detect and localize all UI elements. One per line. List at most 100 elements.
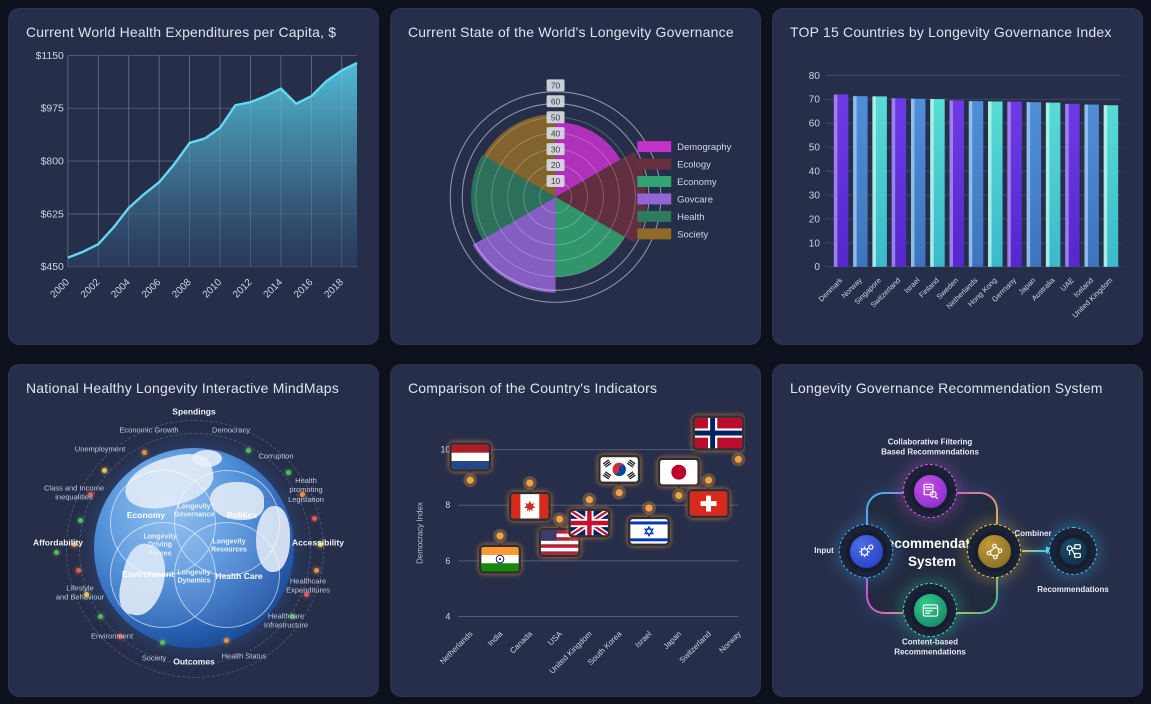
longevity-governance-polar-chart[interactable]: 10 20 30 40 50 60 70 Demography Ecology … <box>406 44 745 331</box>
data-point-norway[interactable] <box>734 455 742 463</box>
polar-sector-govcare <box>472 196 556 293</box>
recommendation-system-center-label: Recommendation System <box>877 535 991 569</box>
mindmap-label-unemployment[interactable]: Unemployment <box>74 444 126 454</box>
card-longevity-governance-polar: Current State of the World's Longevity G… <box>390 8 761 345</box>
area-fill <box>67 62 358 267</box>
node-content[interactable] <box>903 583 957 637</box>
bar-germany[interactable] <box>1007 101 1022 267</box>
mindmap-label-health-status[interactable]: Health Status <box>221 651 267 661</box>
svg-text:2006: 2006 <box>140 277 164 301</box>
legend-item-govcare[interactable]: Govcare <box>637 193 713 205</box>
mindmap-node-economy[interactable]: Economy <box>126 509 166 520</box>
mindmap-node-longevity[interactable]: Longevity Resources <box>211 538 247 554</box>
data-point-israel[interactable] <box>645 504 653 512</box>
content-icon <box>922 603 938 617</box>
bar-singapore[interactable] <box>872 96 887 267</box>
bar-netherlands[interactable] <box>968 101 984 267</box>
flag-in[interactable] <box>478 542 593 683</box>
mindmap-node-politics[interactable]: Politics <box>226 509 258 520</box>
node-input[interactable] <box>839 524 893 578</box>
flag-il[interactable] <box>627 514 745 663</box>
svg-text:30: 30 <box>551 144 561 154</box>
svg-text:2008: 2008 <box>170 277 194 301</box>
mindmap-dot <box>78 518 83 523</box>
legend-item-economy[interactable]: Economy <box>637 176 717 188</box>
legend-item-health[interactable]: Health <box>637 210 705 223</box>
data-point-canada[interactable] <box>526 479 534 487</box>
node-collaborative[interactable] <box>903 464 957 518</box>
bar-denmark[interactable] <box>833 94 849 267</box>
svg-text:Denmark: Denmark <box>817 276 845 304</box>
bar-norway[interactable] <box>853 96 868 267</box>
svg-text:40: 40 <box>809 167 821 178</box>
mindmap-label-corruption[interactable]: Corruption <box>258 451 294 461</box>
svg-text:2016: 2016 <box>292 277 316 301</box>
mindmap-dot <box>314 568 319 573</box>
mindmap-dot <box>88 492 93 497</box>
polar-sector-economy <box>555 196 625 277</box>
flag-ch[interactable] <box>687 487 745 607</box>
data-point-united-kingdom[interactable] <box>585 496 593 504</box>
panel-title-governance-polar: Current State of the World's Longevity G… <box>408 24 734 40</box>
mindmap-label-healthcare[interactable]: Healthcare Expenditures <box>286 576 330 595</box>
mindmap-label-democracy[interactable]: Democracy <box>212 425 250 435</box>
combiner-icon <box>986 543 1002 559</box>
bar-finland[interactable] <box>930 99 945 267</box>
health-expenditures-area-chart[interactable]: $450 $625 $800 $975 $1150 2000 2002 2004 2006 200… <box>24 44 363 331</box>
mindmap-label-outcomes[interactable]: Outcomes <box>173 656 215 667</box>
mindmap-dot <box>84 592 89 597</box>
mindmap-inner-ring <box>79 433 311 665</box>
mindmap-label-accessibility[interactable]: Accessibility <box>292 537 344 548</box>
mindmap-node-longevity[interactable]: Longevity Governance <box>173 503 215 519</box>
data-point-netherlands[interactable] <box>466 476 474 484</box>
bar-sweden[interactable] <box>949 100 964 267</box>
longevity-mindmap[interactable]: Economy Politics Environment Health Care Lon… <box>24 400 363 683</box>
data-point-usa[interactable] <box>556 515 564 523</box>
flag-nl[interactable] <box>449 442 533 513</box>
bar-uae[interactable] <box>1065 103 1080 267</box>
data-point-switzerland[interactable] <box>704 476 713 484</box>
flag-jp[interactable] <box>657 457 745 545</box>
content-based-label: Content-based Recommendations <box>894 637 966 657</box>
bar-japan[interactable] <box>1026 102 1042 267</box>
bar-iceland[interactable] <box>1084 104 1099 267</box>
flag-gb[interactable] <box>568 506 745 646</box>
mindmap-label-society[interactable]: Society <box>141 653 167 663</box>
svg-text:70: 70 <box>809 95 821 106</box>
flag-kr[interactable] <box>598 454 745 539</box>
mindmap-label-lifestyle[interactable]: Lifestyle and Behaviour <box>55 583 105 602</box>
flag-ca[interactable] <box>508 489 653 613</box>
combiner-label: Combiner <box>1014 528 1052 538</box>
mindmap-label-healthcare[interactable]: Healthcare Infrastructure <box>263 611 309 630</box>
bar-switzerland[interactable] <box>891 98 907 267</box>
mindmap-label-class-and-income[interactable]: Class and Income inequalities <box>43 483 105 502</box>
svg-text:Economy: Economy <box>677 177 717 188</box>
mindmap-label-affordability[interactable]: Affordability <box>32 537 84 548</box>
mindmap-node-longevity[interactable]: Longevity Driving Forces <box>143 533 177 558</box>
data-point-south-korea[interactable] <box>615 489 623 497</box>
mindmap-node-longevity[interactable]: Longevity Dynamics <box>177 569 211 585</box>
mindmap-label-economic-growth[interactable]: Economic Growth <box>119 425 179 435</box>
bar-hong-kong[interactable] <box>988 101 1003 267</box>
bar-australia[interactable] <box>1045 102 1061 267</box>
node-output[interactable] <box>1049 527 1097 575</box>
mindmap-node-environment[interactable]: Environment <box>122 568 174 579</box>
data-point-japan[interactable] <box>675 491 683 500</box>
bar-israel[interactable] <box>910 98 926 267</box>
indicators-scatter-chart[interactable]: 4 6 8 10 Democracy Index Netherlands India C… <box>406 400 745 683</box>
combiner-output-arrow <box>1022 550 1048 552</box>
svg-text:Israel: Israel <box>633 629 653 649</box>
bar-united-kingdom[interactable] <box>1103 105 1119 267</box>
legend-item-society[interactable]: Society <box>637 228 709 240</box>
legend-item-ecology[interactable]: Ecology <box>637 158 711 171</box>
mindmap-label-health-promoting[interactable]: Health promoting Legislation <box>288 475 324 504</box>
mindmap-dot <box>160 640 165 645</box>
legend-item-demography[interactable]: Demography <box>637 141 732 153</box>
data-point-india[interactable] <box>496 532 504 540</box>
mindmap-label-environment[interactable]: Environment <box>90 631 134 641</box>
mindmap-label-spendings[interactable]: Spendings <box>172 406 216 417</box>
node-combiner[interactable] <box>967 524 1021 578</box>
mindmap-node-health-care[interactable]: Health Care <box>215 570 263 581</box>
flag-no[interactable] <box>692 415 745 466</box>
